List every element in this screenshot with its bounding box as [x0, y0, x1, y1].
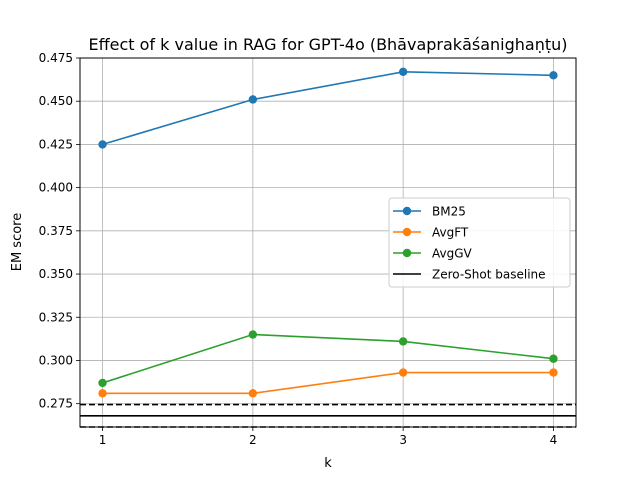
y-tick-label: 0.325: [39, 310, 73, 324]
legend-item: AvgGV: [393, 247, 473, 261]
series-avgft: [98, 368, 558, 398]
plot-frame: [79, 57, 577, 428]
series-line-avggv: [102, 333, 554, 384]
y-tick-label: 0.275: [39, 397, 73, 411]
x-axis-ticks: 1 2 3 4: [99, 427, 558, 447]
legend-label: BM25: [432, 205, 466, 219]
legend-marker: [402, 206, 412, 216]
y-tick-label: 0.400: [39, 181, 73, 195]
data-point-avgft: [549, 368, 558, 377]
legend-item: BM25: [393, 205, 466, 219]
y-tick-label: 0.375: [39, 224, 73, 238]
data-point-avggv: [98, 378, 107, 388]
x-tick-label: 1: [99, 433, 107, 447]
legend-box: [388, 197, 571, 288]
data-point-bm25: [398, 67, 408, 77]
legend-item: Zero-Shot baseline: [393, 268, 546, 282]
legend-item: AvgFT: [393, 226, 469, 240]
data-point-avggv: [549, 354, 558, 363]
data-point-avggv: [248, 330, 258, 339]
x-axis-label: k: [324, 456, 332, 471]
y-axis-ticks: 0.275 0.300 0.325 0.350 0.375 0.400 0.425 0.450…: [39, 51, 80, 411]
data-point-bm25: [98, 140, 107, 149]
x-tick-label: 3: [399, 433, 407, 447]
x-tick-label: 4: [550, 433, 558, 447]
chart-legend: BM25 AvgFT AvgGV Zero-Shot baseline: [388, 197, 571, 288]
data-point-avggv: [398, 337, 408, 346]
data-point-avgft: [398, 368, 408, 377]
y-tick-label: 0.450: [39, 94, 73, 108]
legend-label: Zero-Shot baseline: [432, 268, 546, 282]
series-line-avgft: [102, 371, 554, 395]
legend-label: AvgGV: [432, 247, 473, 261]
y-tick-label: 0.475: [39, 51, 73, 65]
legend-label: AvgFT: [432, 226, 469, 240]
series-avggv: [98, 330, 558, 388]
x-tick-label: 2: [249, 433, 257, 447]
legend-marker: [402, 248, 412, 258]
y-tick-label: 0.425: [39, 137, 73, 151]
y-tick-label: 0.350: [39, 267, 73, 281]
series-bm25: [98, 67, 558, 149]
baseline-lines: [80, 403, 576, 428]
data-point-avgft: [98, 389, 107, 398]
y-axis-label: EM score: [10, 213, 25, 272]
y-tick-label: 0.300: [39, 353, 73, 367]
data-point-bm25: [248, 95, 258, 104]
data-series: [98, 67, 558, 398]
series-line-bm25: [102, 71, 554, 146]
legend-marker: [402, 227, 412, 237]
data-point-avgft: [248, 389, 258, 398]
chart-title: Effect of k value in RAG for GPT-4o (Bhā…: [88, 35, 567, 54]
data-point-bm25: [549, 71, 558, 80]
